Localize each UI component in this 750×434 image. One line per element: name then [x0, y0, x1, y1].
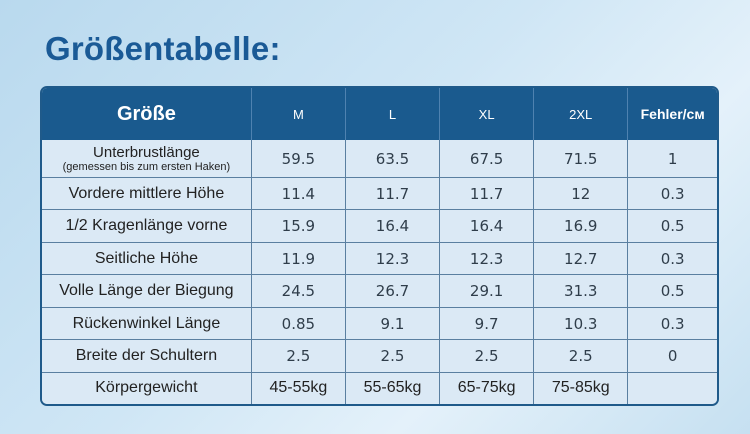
cell-2xl: 71.5	[533, 140, 629, 178]
cell-m: 2.5	[251, 339, 346, 373]
cell-xl: 11.7	[439, 177, 535, 211]
cell-l: 9.1	[345, 307, 441, 341]
cell-tolerance: 0.3	[627, 307, 717, 341]
table-row: Seitliche Höhe 11.9 12.3 12.3 12.7 0.3	[42, 242, 717, 276]
row-label: Vordere mittlere Höhe	[42, 177, 252, 211]
cell-l: 11.7	[345, 177, 441, 211]
header-size-2xl: 2XL	[533, 88, 629, 140]
table-row: Unterbrustlänge (gemessen bis zum ersten…	[42, 140, 717, 178]
header-size-l: L	[345, 88, 441, 140]
row-label: Volle Länge der Biegung	[42, 274, 252, 308]
cell-tolerance: 0.5	[627, 274, 717, 308]
cell-l: 26.7	[345, 274, 441, 308]
cell-m: 45-55kg	[251, 372, 346, 404]
cell-xl: 29.1	[439, 274, 535, 308]
table-row: 1/2 Kragenlänge vorne 15.9 16.4 16.4 16.…	[42, 209, 717, 243]
row-label: Seitliche Höhe	[42, 242, 252, 276]
page-title: Größentabelle:	[45, 30, 281, 67]
row-label: 1/2 Kragenlänge vorne	[42, 209, 252, 243]
cell-2xl: 10.3	[533, 307, 629, 341]
table-header-row: Größe M L XL 2XL Fehler/см	[42, 88, 717, 140]
table-row: Breite der Schultern 2.5 2.5 2.5 2.5 0	[42, 339, 717, 373]
cell-m: 11.4	[251, 177, 346, 211]
table-row: Körpergewicht 45-55kg 55-65kg 65-75kg 75…	[42, 372, 717, 404]
cell-tolerance: 1	[627, 140, 717, 178]
cell-tolerance: 0	[627, 339, 717, 373]
cell-l: 2.5	[345, 339, 441, 373]
header-size-m: M	[251, 88, 346, 140]
cell-l: 12.3	[345, 242, 441, 276]
cell-tolerance	[627, 372, 717, 404]
header-tolerance: Fehler/см	[627, 88, 717, 140]
row-label: Breite der Schultern	[42, 339, 252, 373]
row-label-sub: (gemessen bis zum ersten Haken)	[62, 160, 231, 173]
cell-m: 0.85	[251, 307, 346, 341]
table-row: Vordere mittlere Höhe 11.4 11.7 11.7 12 …	[42, 177, 717, 211]
header-size-label: Größe	[42, 88, 252, 140]
cell-xl: 67.5	[439, 140, 535, 178]
size-table: Größe M L XL 2XL Fehler/см Unterbrustlän…	[40, 86, 719, 406]
cell-2xl: 31.3	[533, 274, 629, 308]
cell-m: 59.5	[251, 140, 346, 178]
cell-tolerance: 0.3	[627, 177, 717, 211]
cell-l: 63.5	[345, 140, 441, 178]
cell-2xl: 12	[533, 177, 629, 211]
cell-xl: 2.5	[439, 339, 535, 373]
cell-xl: 12.3	[439, 242, 535, 276]
row-label-main: Unterbrustlänge	[93, 143, 200, 161]
cell-m: 24.5	[251, 274, 346, 308]
table-row: Volle Länge der Biegung 24.5 26.7 29.1 3…	[42, 274, 717, 308]
cell-tolerance: 0.5	[627, 209, 717, 243]
cell-2xl: 16.9	[533, 209, 629, 243]
cell-xl: 9.7	[439, 307, 535, 341]
cell-l: 55-65kg	[345, 372, 441, 404]
table-row: Rückenwinkel Länge 0.85 9.1 9.7 10.3 0.3	[42, 307, 717, 341]
row-label: Unterbrustlänge (gemessen bis zum ersten…	[42, 140, 252, 178]
cell-l: 16.4	[345, 209, 441, 243]
row-label: Körpergewicht	[42, 372, 252, 404]
cell-m: 15.9	[251, 209, 346, 243]
cell-2xl: 75-85kg	[533, 372, 629, 404]
cell-tolerance: 0.3	[627, 242, 717, 276]
cell-xl: 16.4	[439, 209, 535, 243]
header-size-xl: XL	[439, 88, 535, 140]
cell-2xl: 12.7	[533, 242, 629, 276]
cell-2xl: 2.5	[533, 339, 629, 373]
row-label: Rückenwinkel Länge	[42, 307, 252, 341]
cell-m: 11.9	[251, 242, 346, 276]
cell-xl: 65-75kg	[439, 372, 535, 404]
